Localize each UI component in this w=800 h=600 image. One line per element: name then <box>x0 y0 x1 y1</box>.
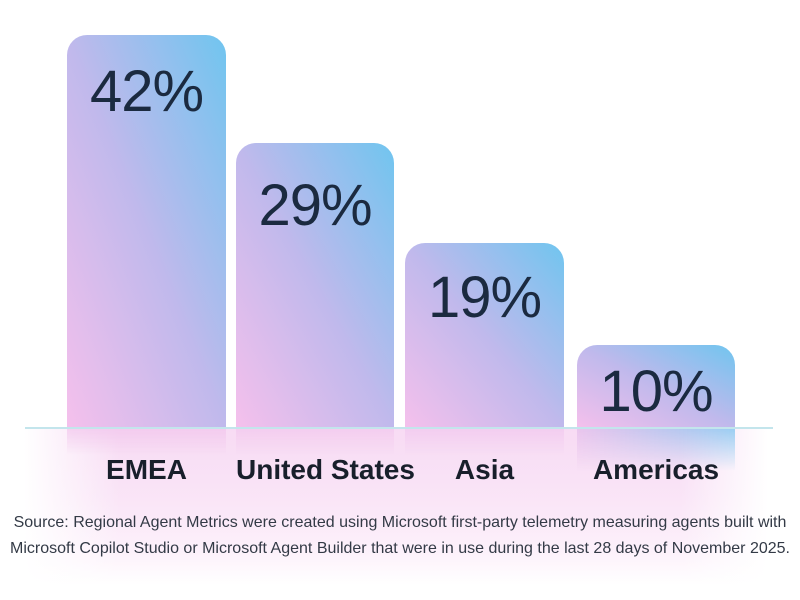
bar-value-americas: 10% <box>599 359 713 424</box>
bar-united-states: 29% <box>236 143 394 428</box>
category-label-americas: Americas <box>592 454 720 485</box>
source-note-line-2: Microsoft Copilot Studio or Microsoft Ag… <box>10 540 790 557</box>
axis-baseline <box>25 427 773 429</box>
bar-asia: 19% <box>405 243 564 428</box>
bar-americas: 10% <box>577 345 735 428</box>
bar-reflection-americas <box>577 429 735 471</box>
bar-emea: 42% <box>67 35 226 428</box>
category-label-united-states: United States <box>236 454 415 485</box>
source-note-line-1: Source: Regional Agent Metrics were crea… <box>13 514 787 531</box>
bar-value-asia: 19% <box>427 265 542 330</box>
source-note: Source: Regional Agent Metrics were crea… <box>0 510 800 562</box>
bar-value-emea: 42% <box>89 59 204 124</box>
bar-value-united-states: 29% <box>258 173 372 238</box>
bar-reflection-emea <box>67 429 226 455</box>
bar-reflection-united-states <box>236 429 394 455</box>
category-label-emea: EMEA <box>106 454 187 485</box>
category-label-asia: Asia <box>454 454 515 485</box>
bar-reflection-asia <box>405 429 564 455</box>
